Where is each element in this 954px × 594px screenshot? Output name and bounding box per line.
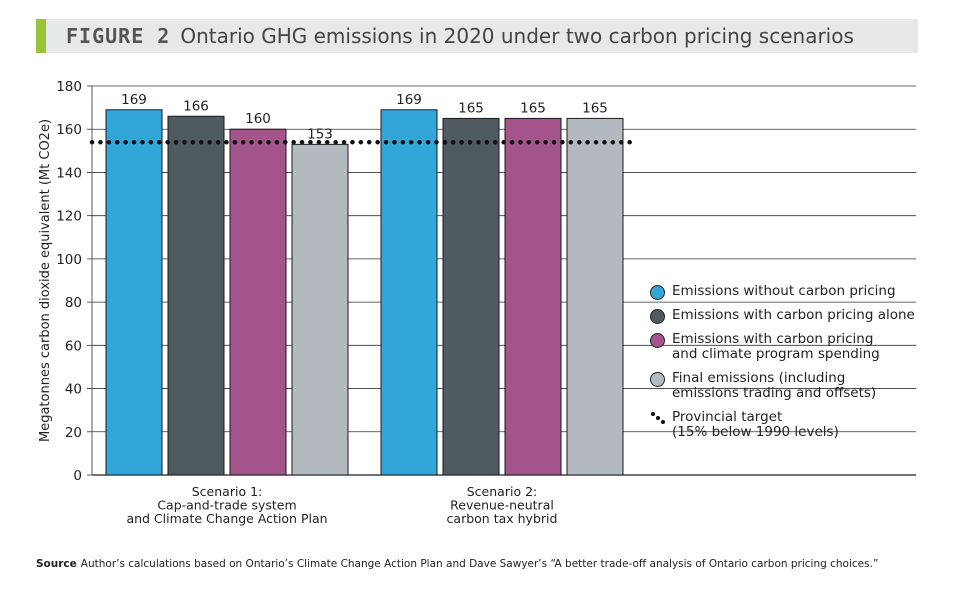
x-category-label: Scenario 1: bbox=[192, 484, 262, 499]
data-label: 165 bbox=[520, 100, 546, 116]
legend-item: Emissions with carbon pricing alone bbox=[650, 307, 940, 324]
figure-title: FIGURE 2 Ontario GHG emissions in 2020 un… bbox=[66, 24, 854, 48]
source-note: Source Author’s calculations based on Ont… bbox=[36, 558, 878, 570]
legend-item: Provincial target (15% below 1990 levels) bbox=[650, 410, 940, 440]
title-accent-bar bbox=[36, 19, 46, 53]
y-tick-label: 20 bbox=[65, 425, 82, 441]
data-label: 153 bbox=[307, 126, 333, 142]
bar bbox=[291, 143, 349, 476]
data-label: 165 bbox=[458, 100, 484, 116]
data-label: 165 bbox=[582, 100, 608, 116]
figure-title-text: Ontario GHG emissions in 2020 under two … bbox=[180, 24, 854, 48]
source-label: Source bbox=[36, 558, 77, 570]
legend-item: Emissions with carbon pricing and climate… bbox=[650, 332, 940, 362]
legend-label: Emissions with carbon pricing alone bbox=[672, 307, 915, 323]
x-category-label: Scenario 2: bbox=[467, 484, 537, 499]
y-tick-label: 80 bbox=[65, 295, 82, 311]
data-label: 166 bbox=[183, 98, 209, 114]
legend-swatch-icon bbox=[650, 333, 665, 348]
bar bbox=[229, 128, 287, 476]
x-category-label: and Climate Change Action Plan bbox=[126, 511, 327, 526]
legend-label: and climate program spending bbox=[672, 346, 880, 362]
bar bbox=[442, 117, 500, 476]
bar bbox=[105, 109, 163, 476]
figure-title-bar: FIGURE 2 Ontario GHG emissions in 2020 un… bbox=[36, 19, 918, 53]
y-axis-label: Megatonnes carbon dioxide equivalent (Mt… bbox=[38, 119, 53, 442]
y-tick-label: 60 bbox=[65, 338, 82, 354]
dot bbox=[656, 416, 660, 420]
x-category-label: carbon tax hybrid bbox=[447, 511, 558, 526]
data-label: 169 bbox=[121, 92, 147, 108]
y-tick-label: 40 bbox=[65, 382, 82, 398]
data-label: 169 bbox=[396, 92, 422, 108]
y-tick-label: 140 bbox=[56, 165, 82, 181]
legend-item: Final emissions (including emissions trad… bbox=[650, 371, 940, 401]
y-tick-label: 100 bbox=[56, 252, 82, 268]
chart-legend: Emissions without carbon pricing Emission… bbox=[650, 284, 940, 449]
legend-label: emissions trading and offsets) bbox=[672, 385, 877, 401]
bar bbox=[566, 117, 624, 476]
legend-label: Emissions without carbon pricing bbox=[672, 283, 896, 299]
legend-swatch-icon bbox=[650, 309, 665, 324]
bar bbox=[380, 109, 438, 476]
dot bbox=[651, 412, 655, 416]
source-text: Author’s calculations based on Ontario’s… bbox=[80, 558, 879, 570]
dot bbox=[661, 420, 665, 424]
bar bbox=[167, 115, 225, 476]
data-label: 160 bbox=[245, 111, 271, 127]
y-tick-label: 0 bbox=[73, 468, 82, 484]
dotted-line-icon bbox=[651, 412, 665, 424]
bar bbox=[504, 117, 562, 476]
figure-label: FIGURE 2 bbox=[66, 24, 171, 48]
legend-label: (15% below 1990 levels) bbox=[672, 424, 839, 440]
legend-item: Emissions without carbon pricing bbox=[650, 283, 940, 300]
legend-swatch-icon bbox=[650, 372, 665, 387]
y-tick-label: 180 bbox=[56, 79, 82, 95]
legend-swatch-icon bbox=[650, 285, 665, 300]
legend-label: Final emissions (including bbox=[672, 370, 846, 386]
legend-label: Emissions with carbon pricing bbox=[672, 331, 874, 347]
x-category-label: Revenue-neutral bbox=[450, 498, 554, 513]
legend-label: Provincial target bbox=[672, 409, 783, 425]
y-tick-label: 160 bbox=[56, 122, 82, 138]
x-category-label: Cap-and-trade system bbox=[157, 498, 296, 513]
y-tick-label: 120 bbox=[56, 209, 82, 225]
